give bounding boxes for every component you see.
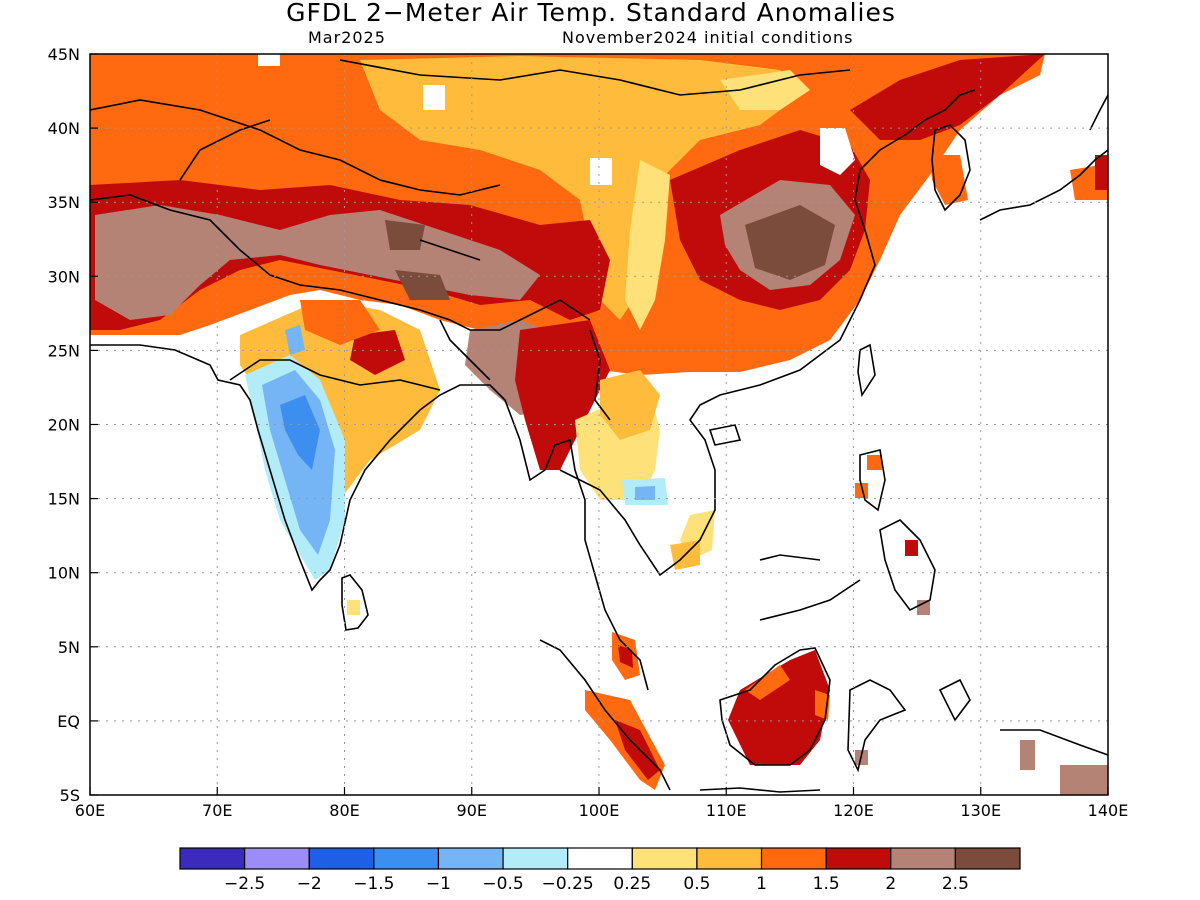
colorbar-label: −2 bbox=[297, 874, 322, 894]
forecast-month: Mar2025 bbox=[308, 28, 386, 47]
lat-tick-label: 35N bbox=[48, 193, 80, 212]
anomaly-region-brown bbox=[95, 205, 540, 320]
anomaly-region-india-orange2 bbox=[300, 300, 380, 345]
lat-tick-label: 30N bbox=[48, 267, 80, 286]
anomaly-region-papua bbox=[1020, 740, 1035, 770]
colorbar-label: −0.5 bbox=[482, 874, 523, 894]
lat-tick-label: 5N bbox=[58, 638, 80, 657]
anomaly-region-dark-brown-tibet2 bbox=[395, 270, 450, 300]
anomaly-region-gap3 bbox=[590, 158, 612, 185]
colorbar-label: 1 bbox=[756, 874, 767, 894]
lon-tick-label: 100E bbox=[579, 801, 620, 820]
anomaly-region-indochina-cool2 bbox=[635, 486, 655, 500]
lat-tick-label: 45N bbox=[48, 45, 80, 64]
colorbar-swatch bbox=[696, 847, 763, 870]
colorbar-label: 0.5 bbox=[683, 874, 710, 894]
anomaly-region-mindanao2 bbox=[917, 600, 930, 615]
anomaly-region-dark-brown-tibet bbox=[385, 220, 425, 250]
anomaly-region-papua2 bbox=[1060, 765, 1108, 795]
colorbar-label: −1 bbox=[426, 874, 451, 894]
lat-tick-label: 40N bbox=[48, 119, 80, 138]
colorbar: −2.5 −2 −1.5 −1 −0.5 −0.25 0.25 0.5 1 1.5 2 2.5 bbox=[179, 847, 1021, 894]
initial-conditions: November2024 initial conditions bbox=[562, 28, 854, 47]
anomaly-region-red-south bbox=[515, 320, 610, 470]
colorbar-swatch bbox=[373, 847, 440, 870]
colorbar-swatch bbox=[567, 847, 633, 870]
anomaly-region-gap2 bbox=[423, 85, 445, 110]
colorbar-label: −0.25 bbox=[542, 874, 594, 894]
anomaly-region-srilanka bbox=[347, 600, 360, 615]
colorbar-swatch bbox=[502, 847, 569, 870]
lon-tick-label: 140E bbox=[1088, 801, 1129, 820]
anomaly-region-luzon2 bbox=[855, 483, 868, 498]
lon-tick-label: 130E bbox=[960, 801, 1001, 820]
colorbar-swatch bbox=[760, 847, 827, 870]
colorbar-swatch bbox=[179, 847, 246, 870]
colorbar-swatch bbox=[631, 847, 698, 870]
lon-tick-label: 70E bbox=[202, 801, 232, 820]
lon-tick-label: 80E bbox=[329, 801, 359, 820]
lat-tick-label: 25N bbox=[48, 341, 80, 360]
anomaly-region-malaya-red bbox=[618, 645, 633, 668]
anomaly-region-cool-05 bbox=[262, 370, 335, 555]
anomaly-region-cool-north bbox=[285, 325, 305, 355]
lon-tick-label: 110E bbox=[706, 801, 747, 820]
colorbar-swatch bbox=[244, 847, 310, 870]
anomaly-region-red-ne bbox=[850, 54, 1045, 140]
lat-tick-label: 5S bbox=[60, 786, 80, 805]
anomaly-region-korea bbox=[930, 155, 968, 205]
anomaly-region-yellow-ne bbox=[720, 70, 810, 110]
colorbar-label: 2.5 bbox=[942, 874, 969, 894]
colorbar-swatch bbox=[308, 847, 375, 870]
anomaly-region-mindanao bbox=[905, 540, 918, 556]
colorbar-label: 2 bbox=[885, 874, 896, 894]
lon-ticks: 60E 70E 80E 90E 100E 110E 120E 130E 140E bbox=[75, 787, 1129, 820]
lat-tick-label: EQ bbox=[57, 712, 80, 731]
colorbar-label: −1.5 bbox=[353, 874, 394, 894]
anomaly-region-dark-brown bbox=[745, 205, 835, 280]
colorbar-swatch bbox=[890, 847, 956, 870]
colorbar-label: 1.5 bbox=[813, 874, 840, 894]
lon-tick-label: 60E bbox=[75, 801, 105, 820]
colorbar-swatch bbox=[954, 847, 1021, 870]
coastlines bbox=[90, 59, 1108, 793]
anomaly-region-luzon bbox=[867, 455, 882, 470]
anomaly-region-cool-1 bbox=[280, 395, 320, 470]
graticule bbox=[90, 54, 1108, 795]
lon-tick-label: 90E bbox=[457, 801, 487, 820]
anomaly-region-borneo bbox=[728, 650, 830, 765]
map-title: GFDL 2−Meter Air Temp. Standard Anomalie… bbox=[286, 0, 896, 27]
colorbar-swatch bbox=[825, 847, 892, 870]
anomaly-region-gap4 bbox=[820, 128, 855, 175]
lat-tick-label: 15N bbox=[48, 490, 80, 509]
lat-tick-label: 20N bbox=[48, 416, 80, 435]
anomaly-region-indochina-orange bbox=[600, 370, 660, 440]
anomaly-region-borneo-orange bbox=[745, 665, 790, 700]
anomaly-region-light-orange bbox=[360, 56, 800, 320]
anomaly-region-gap bbox=[258, 54, 280, 66]
lon-tick-label: 120E bbox=[833, 801, 874, 820]
colorbar-swatch bbox=[437, 847, 504, 870]
anomaly-region-japan-red bbox=[1095, 155, 1108, 190]
colorbar-label: −2.5 bbox=[224, 874, 265, 894]
colorbar-label: 0.25 bbox=[613, 874, 651, 894]
lat-ticks: 45N 40N 35N 30N 25N 20N 15N 10N 5N EQ 5S bbox=[48, 45, 98, 805]
lat-tick-label: 10N bbox=[48, 564, 80, 583]
anomaly-region-india-red bbox=[350, 330, 405, 375]
